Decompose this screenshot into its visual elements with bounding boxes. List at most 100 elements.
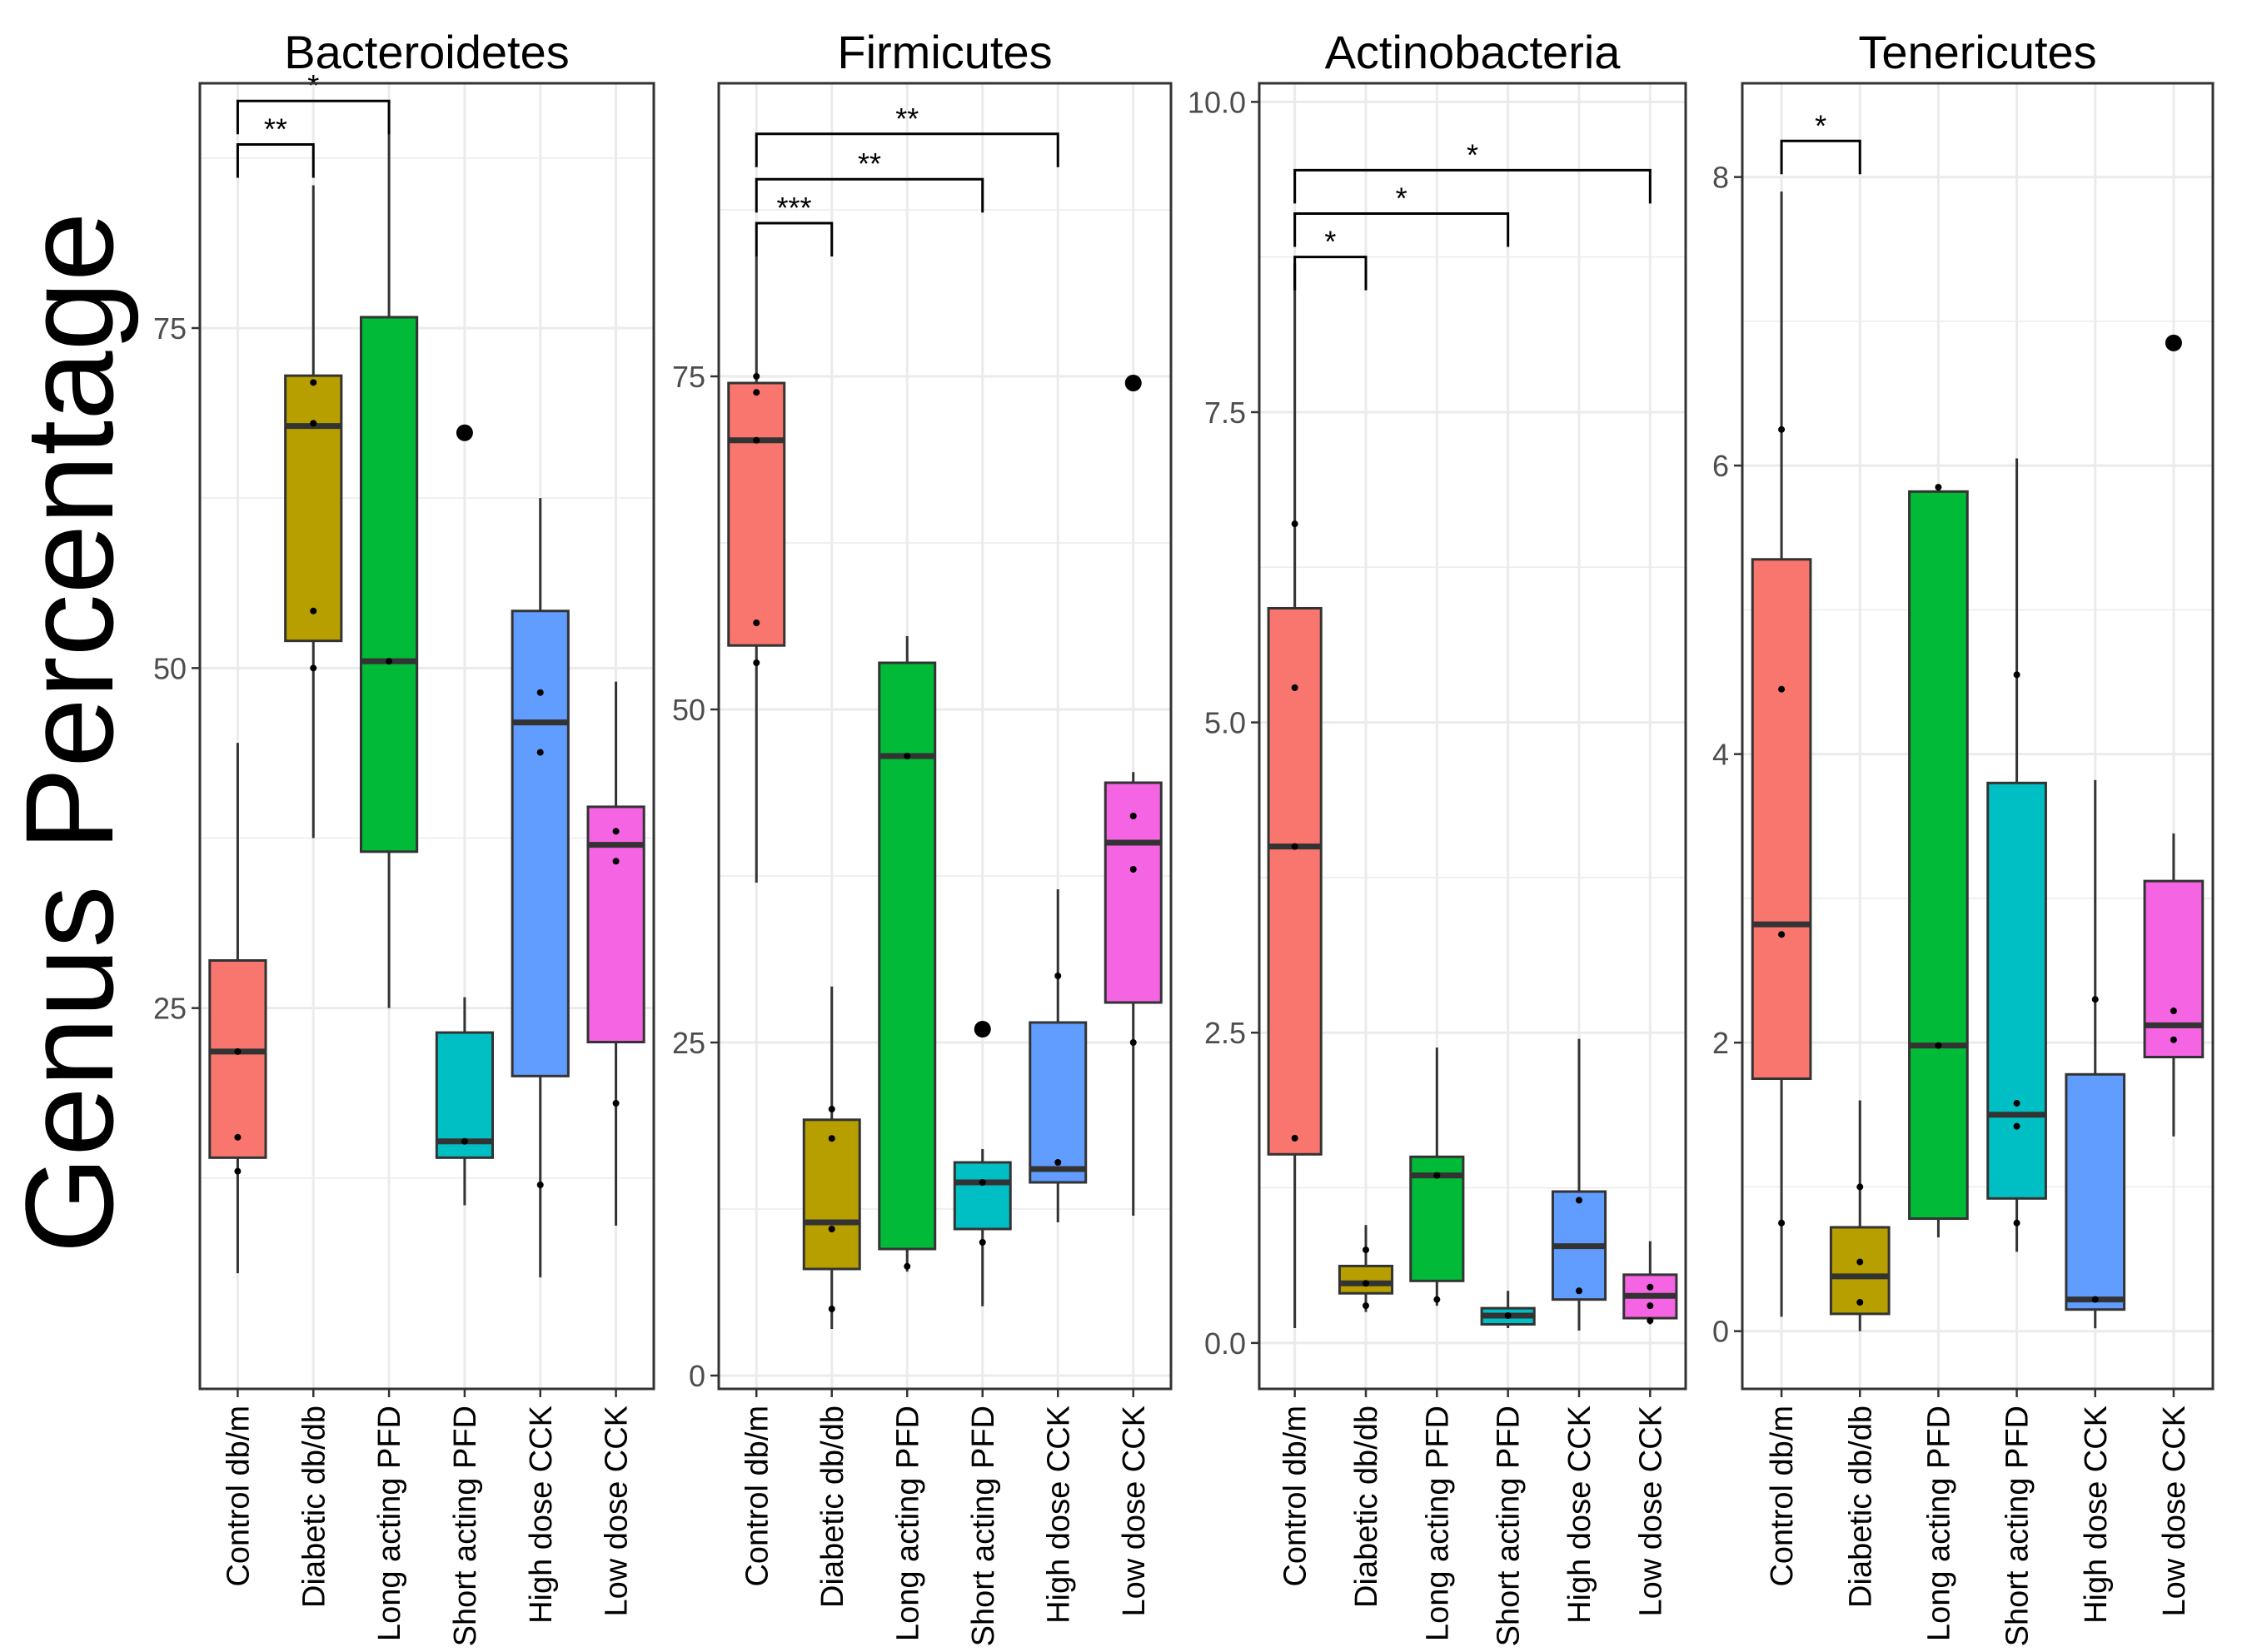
box-4 xyxy=(511,498,570,1278)
data-point xyxy=(2013,1219,2020,1227)
data-point xyxy=(1363,1302,1369,1310)
data-point xyxy=(1054,1159,1062,1166)
y-tick-label: 50 xyxy=(672,693,705,727)
x-tick-label: High dose CCK xyxy=(1041,1406,1076,1624)
data-point xyxy=(1647,1283,1654,1291)
bracket-line xyxy=(755,177,984,213)
y-tick-label: 5.0 xyxy=(1204,706,1246,740)
box-body xyxy=(802,1118,861,1271)
data-point xyxy=(612,1100,620,1107)
panel-background xyxy=(1259,83,1686,1389)
data-point xyxy=(1856,1258,1864,1266)
x-tick-label: Low dose CCK xyxy=(2157,1406,2192,1616)
y-tick-label: 75 xyxy=(153,311,187,346)
outlier-point xyxy=(456,424,473,441)
box-3 xyxy=(1986,458,2047,1252)
data-point xyxy=(1576,1287,1582,1295)
x-tick-label: Control db/m xyxy=(221,1406,256,1587)
x-tick-label: Control db/m xyxy=(1278,1406,1313,1587)
significance-bracket: * xyxy=(1293,182,1510,247)
panel-title: Tenericutes xyxy=(1858,26,2096,78)
significance-label: * xyxy=(1467,137,1478,172)
box-5 xyxy=(586,681,645,1226)
box-2 xyxy=(1409,1047,1465,1306)
x-tick-label: Low dose CCK xyxy=(1117,1406,1152,1616)
x-tick-label: Long acting PFD xyxy=(1420,1406,1455,1641)
box-body xyxy=(1029,1021,1088,1184)
data-point xyxy=(310,379,317,386)
data-point xyxy=(753,373,760,380)
data-point xyxy=(1778,425,1786,433)
box-5 xyxy=(2143,334,2205,1137)
data-point xyxy=(1647,1302,1654,1310)
x-tick-label: High dose CCK xyxy=(524,1406,559,1624)
data-point xyxy=(2013,671,2020,679)
significance-label: ** xyxy=(858,147,881,181)
data-point xyxy=(2170,1008,2177,1015)
y-tick-label: 75 xyxy=(672,360,705,394)
significance-label: * xyxy=(307,68,319,102)
panel-background xyxy=(719,83,1171,1389)
y-tick-label: 10.0 xyxy=(1188,85,1246,119)
bracket-line xyxy=(236,99,391,135)
significance-label: * xyxy=(1396,182,1407,216)
data-point xyxy=(2091,1296,2099,1303)
data-point xyxy=(536,689,544,696)
outlier-point xyxy=(2165,334,2182,351)
box-3 xyxy=(1480,1291,1536,1328)
y-tick-label: 0 xyxy=(1712,1315,1729,1349)
box-body xyxy=(511,610,570,1077)
panel-border xyxy=(1258,82,1687,1391)
y-tick-label: 25 xyxy=(672,1026,705,1060)
data-point xyxy=(1778,1219,1786,1227)
data-point xyxy=(1433,1172,1441,1179)
panel-border xyxy=(1741,82,2215,1391)
box-4 xyxy=(2065,779,2126,1329)
data-point xyxy=(461,1137,468,1145)
bracket-line xyxy=(1293,168,1652,204)
x-tick-label: Diabetic db/db xyxy=(1349,1406,1384,1608)
significance-bracket: * xyxy=(1293,137,1652,204)
data-point xyxy=(1433,1296,1441,1303)
x-tick-label: Control db/m xyxy=(1765,1406,1800,1587)
data-point xyxy=(2091,996,2099,1003)
significance-label: ** xyxy=(264,112,287,147)
data-point xyxy=(979,1179,986,1186)
x-tick-label: Diabetic db/db xyxy=(1843,1406,1878,1608)
box-5 xyxy=(1104,375,1163,1216)
data-point xyxy=(1129,813,1137,819)
data-point xyxy=(234,1133,242,1141)
box-body xyxy=(1908,490,1969,1221)
box-body xyxy=(1267,606,1323,1156)
box-body xyxy=(2143,879,2205,1059)
significance-bracket: *** xyxy=(755,191,834,256)
panel-tenericutes: 0 2 4 6 8 * Control db/m Diabetic db/db Long act… xyxy=(1712,26,2215,1646)
x-tick-label: High dose CCK xyxy=(2079,1406,2114,1624)
data-point xyxy=(1856,1183,1864,1191)
x-tick-label: Control db/m xyxy=(740,1406,775,1587)
panel-title: Bacteroidetes xyxy=(284,26,569,78)
box-1 xyxy=(1338,1225,1394,1312)
data-point xyxy=(310,607,317,615)
box-body xyxy=(1751,558,1812,1080)
data-point xyxy=(828,1135,835,1142)
data-point xyxy=(2170,1036,2177,1043)
box-3 xyxy=(953,1021,1012,1306)
data-point xyxy=(1935,1042,1942,1049)
box-3 xyxy=(435,424,495,1206)
box-body xyxy=(1986,781,2047,1200)
box-4 xyxy=(1551,1038,1607,1331)
data-point xyxy=(310,664,317,672)
y-tick-label: 8 xyxy=(1712,161,1729,195)
x-tick-label: Short acting PFD xyxy=(1492,1406,1527,1646)
panel-border xyxy=(198,82,655,1391)
bracket-line xyxy=(236,143,315,178)
data-point xyxy=(1576,1197,1582,1204)
x-tick-label: Short acting PFD xyxy=(448,1406,483,1646)
data-point xyxy=(536,1182,544,1188)
box-0 xyxy=(208,743,267,1274)
data-point xyxy=(828,1306,835,1312)
panel-background xyxy=(1742,83,2213,1389)
bracket-line xyxy=(1293,256,1368,291)
